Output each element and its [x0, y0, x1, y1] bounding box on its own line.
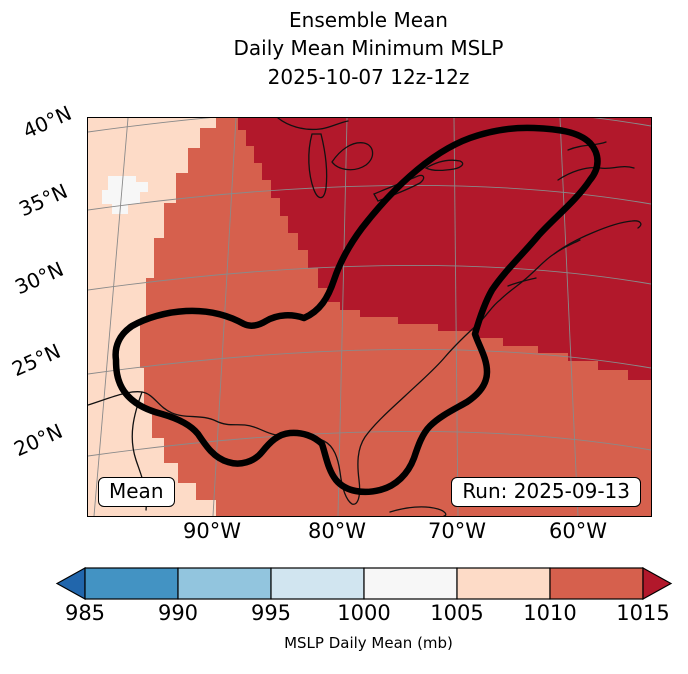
graticule-line	[88, 264, 651, 291]
coastline	[277, 118, 349, 131]
colorbar-segment	[363, 567, 458, 600]
colorbar-segment	[270, 567, 365, 600]
graticule-line	[88, 348, 651, 375]
map-panel: Mean Run: 2025-09-13	[87, 117, 652, 517]
colorbar-tick-label: 985	[64, 601, 106, 625]
graticule-line	[88, 430, 651, 457]
colorbar-tick-label: 1005	[430, 601, 484, 625]
lat-tick-label: 40°N	[19, 100, 76, 144]
stat-label: Mean	[109, 479, 164, 503]
graticule-line	[88, 118, 651, 133]
colorbar-over-arrow	[642, 566, 673, 601]
lat-tick-label: 25°N	[8, 338, 65, 382]
colorbar-tick-label: 990	[157, 601, 199, 625]
coastline	[88, 239, 581, 505]
field-region-over-1015	[238, 118, 651, 380]
colorbar-tick-label: 1000	[337, 601, 391, 625]
lon-tick-label: 60°W	[549, 519, 607, 543]
coastline	[424, 159, 464, 172]
run-label-box: Run: 2025-09-13	[451, 477, 641, 507]
colorbar-segment	[456, 567, 551, 600]
coastline	[331, 142, 374, 171]
title-line-2: Daily Mean Minimum MSLP	[233, 36, 504, 61]
coastline	[308, 133, 328, 199]
lat-tick-label: 35°N	[15, 178, 72, 222]
title-line-1: Ensemble Mean	[289, 8, 448, 32]
run-label: Run: 2025-09-13	[462, 479, 630, 503]
colorbar	[0, 566, 688, 602]
colorbar-label: MSLP Daily Mean (mb)	[284, 634, 453, 652]
graticule-line	[453, 118, 459, 516]
coastline	[553, 220, 642, 255]
lat-tick-label: 30°N	[11, 256, 68, 300]
graticule-line	[337, 118, 348, 516]
colorbar-segment	[84, 567, 179, 600]
field-region-1000-1005	[102, 176, 148, 214]
lon-tick-label: 70°W	[428, 519, 486, 543]
coastline	[507, 277, 537, 287]
colorbar-segment	[177, 567, 272, 600]
stat-label-box: Mean	[98, 477, 175, 507]
lon-tick-label: 90°W	[183, 519, 241, 543]
colorbar-segment	[549, 567, 644, 600]
field-region-1005-1010	[88, 118, 216, 516]
coastline	[389, 506, 447, 516]
map-canvas	[88, 118, 651, 516]
graticule-line	[93, 118, 129, 516]
lon-tick-label: 80°W	[308, 519, 366, 543]
highlight-contour	[112, 124, 601, 496]
figure-title: Ensemble Mean Daily Mean Minimum MSLP 20…	[87, 6, 650, 91]
colorbar-tick-label: 1010	[523, 601, 577, 625]
colorbar-under-arrow	[55, 566, 86, 601]
colorbar-tick-label: 1015	[616, 601, 670, 625]
graticule	[88, 118, 651, 516]
colorbar-tick-label: 995	[250, 601, 292, 625]
colorbar-canvas	[55, 566, 673, 601]
title-line-3: 2025-10-07 12z-12z	[267, 64, 470, 89]
coastline	[557, 165, 635, 181]
graticule-line	[559, 118, 579, 516]
lat-tick-label: 20°N	[10, 418, 67, 462]
